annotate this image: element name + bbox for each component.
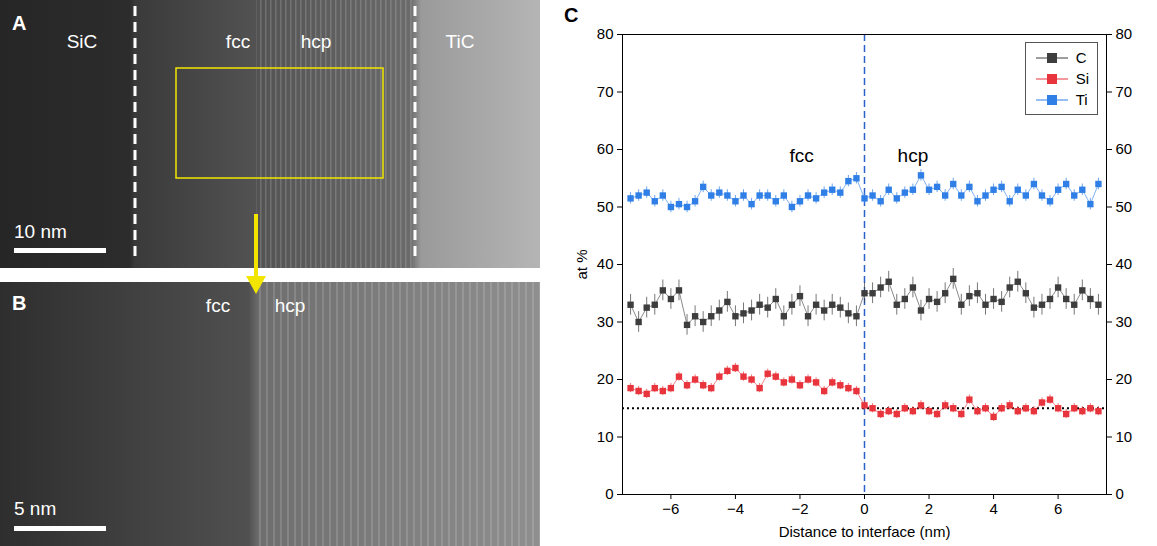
svg-text:6: 6 — [1054, 500, 1062, 517]
html-text:C: C — [1075, 49, 1087, 66]
svg-text:−6: −6 — [662, 500, 679, 517]
svg-text:hcp: hcp — [898, 145, 929, 166]
svg-text:−4: −4 — [727, 500, 744, 517]
html-text:Si: Si — [1075, 70, 1089, 87]
svg-text:0: 0 — [1116, 485, 1124, 502]
svg-text:TiC: TiC — [446, 31, 475, 52]
svg-text:60: 60 — [597, 140, 614, 157]
svg-text:B: B — [12, 292, 26, 314]
svg-text:at %: at % — [573, 249, 590, 279]
svg-text:5 nm: 5 nm — [14, 498, 56, 519]
svg-text:Distance to interface (nm): Distance to interface (nm) — [779, 523, 951, 540]
svg-text:70: 70 — [1116, 83, 1133, 100]
svg-text:20: 20 — [1116, 370, 1133, 387]
html-text:C: C — [564, 4, 579, 26]
svg-text:10: 10 — [1116, 428, 1133, 445]
svg-text:60: 60 — [1116, 140, 1133, 157]
svg-text:40: 40 — [1116, 255, 1133, 272]
svg-text:30: 30 — [1116, 313, 1133, 330]
svg-text:80: 80 — [597, 25, 614, 42]
svg-text:30: 30 — [597, 313, 614, 330]
html-text:Ti: Ti — [1075, 91, 1088, 108]
svg-text:fcc: fcc — [789, 145, 813, 166]
svg-text:50: 50 — [1116, 198, 1133, 215]
svg-text:40: 40 — [597, 255, 614, 272]
svg-text:80: 80 — [1116, 25, 1133, 42]
svg-text:0: 0 — [860, 500, 868, 517]
svg-text:hcp: hcp — [275, 295, 306, 316]
svg-text:10: 10 — [597, 428, 614, 445]
svg-text:4: 4 — [989, 500, 997, 517]
svg-text:fcc: fcc — [206, 295, 230, 316]
svg-text:hcp: hcp — [301, 31, 332, 52]
svg-text:A: A — [12, 12, 26, 34]
svg-text:0: 0 — [605, 485, 613, 502]
svg-text:50: 50 — [597, 198, 614, 215]
svg-text:20: 20 — [597, 370, 614, 387]
svg-text:10 nm: 10 nm — [14, 221, 67, 242]
svg-text:SiC: SiC — [67, 31, 98, 52]
svg-text:2: 2 — [925, 500, 933, 517]
svg-text:−2: −2 — [791, 500, 808, 517]
svg-text:70: 70 — [597, 83, 614, 100]
svg-text:fcc: fcc — [226, 31, 250, 52]
